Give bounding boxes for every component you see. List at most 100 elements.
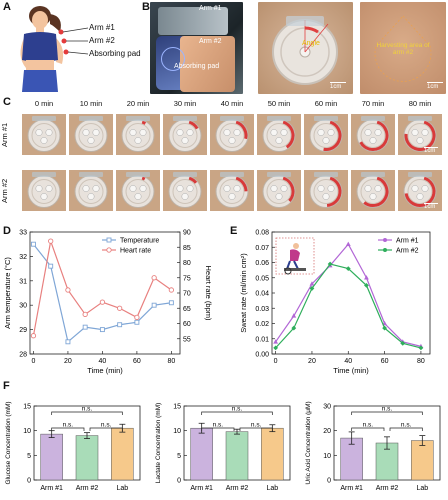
patch-channel	[360, 123, 386, 148]
patch-disc	[121, 175, 155, 208]
y-tick-label: 5	[177, 453, 181, 460]
significance-label: n.s.	[251, 422, 262, 429]
sweat-fill-arc	[404, 176, 436, 207]
phone-label-absorbing-pad: Absorbing pad	[174, 63, 220, 70]
y2-tick-label: 85	[183, 245, 191, 252]
y-tick-label: 0.07	[255, 245, 269, 252]
y-tick-label: 0.02	[255, 321, 269, 328]
sensor-spot	[416, 137, 424, 144]
sweat-fill-arc	[323, 120, 342, 151]
significance-bracket	[389, 427, 423, 431]
timelapse-tile	[210, 114, 254, 155]
row-label: Arm #2	[0, 178, 9, 204]
patch-label-strip	[408, 116, 432, 121]
sensor-spot	[181, 137, 189, 144]
timelapse-tile	[351, 114, 395, 155]
patch-channel	[172, 179, 198, 204]
x-tick-label: Arm #1	[40, 485, 63, 492]
y-tick-label: 0.04	[255, 291, 269, 298]
sensor-spot	[186, 129, 194, 136]
time-label: 50 min	[267, 99, 291, 108]
harvesting-area-label: Harvesting area of arm #2	[376, 42, 430, 56]
sensor-spot	[369, 137, 377, 144]
y-axis-label: Uric Acid Concentration (μM)	[305, 401, 312, 484]
sensor-spot	[92, 129, 100, 136]
data-point	[99, 327, 105, 333]
x-tick-label: Lab	[116, 485, 128, 492]
data-point	[168, 287, 175, 293]
sensor-spot	[186, 185, 194, 192]
series-line	[32, 238, 172, 336]
patch-channel	[266, 123, 292, 148]
phone-label-arm1: Arm #1	[199, 5, 222, 12]
patch-device-drawing	[272, 16, 338, 85]
phone-photo	[150, 2, 243, 94]
sensor-spot	[176, 129, 184, 136]
patch-label-strip	[32, 172, 56, 177]
chart-f-glucose: 0 5 10 15 Glucose Concentration (mM) Arm #1 Ar…	[5, 401, 141, 492]
chart-d: 0 20 40 60 80 28 29 30 31 32 33 55 60 65 70 75 80 85 90 Hea…	[3, 230, 213, 376]
data-point	[82, 311, 88, 318]
sensor-spot	[421, 185, 429, 192]
x-tick-label: 40	[344, 358, 352, 365]
x-tick-label: 20	[64, 358, 72, 365]
timelapse-tile	[163, 170, 207, 211]
patch-channel	[219, 123, 245, 148]
y-tick-label: 20	[323, 428, 331, 435]
sweat-fill-arc	[235, 120, 248, 140]
x-tick-label: 60	[133, 358, 141, 365]
timelapse-tile	[116, 114, 160, 155]
sensor-spot	[275, 193, 283, 200]
sensor-spot	[416, 193, 424, 200]
time-label: 40 min	[220, 99, 244, 108]
y-tick-label: 0	[27, 478, 31, 485]
patch-disc	[27, 175, 61, 208]
data-point	[291, 325, 297, 331]
sensor-spot	[129, 185, 137, 192]
data-point	[82, 324, 88, 330]
patch-channel	[172, 123, 198, 148]
panel-label-d: D	[3, 225, 11, 237]
scale-label: 1cm	[424, 148, 436, 154]
y-tick-label: 30	[19, 303, 27, 310]
y-tick-label: 31	[19, 278, 27, 285]
significance-label: n.s.	[63, 422, 74, 429]
time-label: 60 min	[314, 99, 338, 108]
patch-channel	[407, 179, 433, 204]
patch-label-strip	[126, 116, 150, 121]
data-point	[117, 322, 123, 328]
y2-tick-label: 70	[183, 291, 191, 298]
legend-marker	[383, 238, 387, 242]
patch-label-strip	[126, 172, 150, 177]
y2-tick-label: 60	[183, 321, 191, 328]
patch-label-strip	[267, 172, 291, 177]
sensor-spot	[317, 129, 325, 136]
patch-disc	[215, 175, 249, 208]
y-tick-label: 0	[177, 478, 181, 485]
significance-label: n.s.	[382, 406, 393, 413]
panel-label-f: F	[3, 380, 10, 392]
sensor-spot	[317, 185, 325, 192]
y-tick-label: 0.01	[255, 336, 269, 343]
timelapse-tile	[398, 114, 442, 155]
sensor-spot	[364, 185, 372, 192]
sensor-spot	[421, 129, 429, 136]
harvesting-area-photo	[360, 2, 446, 94]
patch-disc	[309, 119, 343, 152]
x-tick-label: 60	[381, 358, 389, 365]
sensor-spot	[176, 185, 184, 192]
sensor-spot	[374, 185, 382, 192]
y-axis-label: Glucose Concentration (mM)	[5, 401, 12, 484]
significance-bracket	[89, 427, 123, 431]
patch-label-strip	[173, 116, 197, 121]
sweat-fill-arc	[235, 176, 248, 192]
sensor-spot	[40, 193, 48, 200]
data-point	[30, 333, 37, 339]
data-point	[48, 238, 54, 244]
y-tick-label: 5	[27, 453, 31, 460]
y2-tick-label: 80	[183, 260, 191, 267]
y-tick-label: 10	[23, 428, 31, 435]
x-tick-label: Arm #1	[190, 485, 213, 492]
significance-bracket	[51, 427, 85, 431]
bar	[261, 427, 284, 481]
